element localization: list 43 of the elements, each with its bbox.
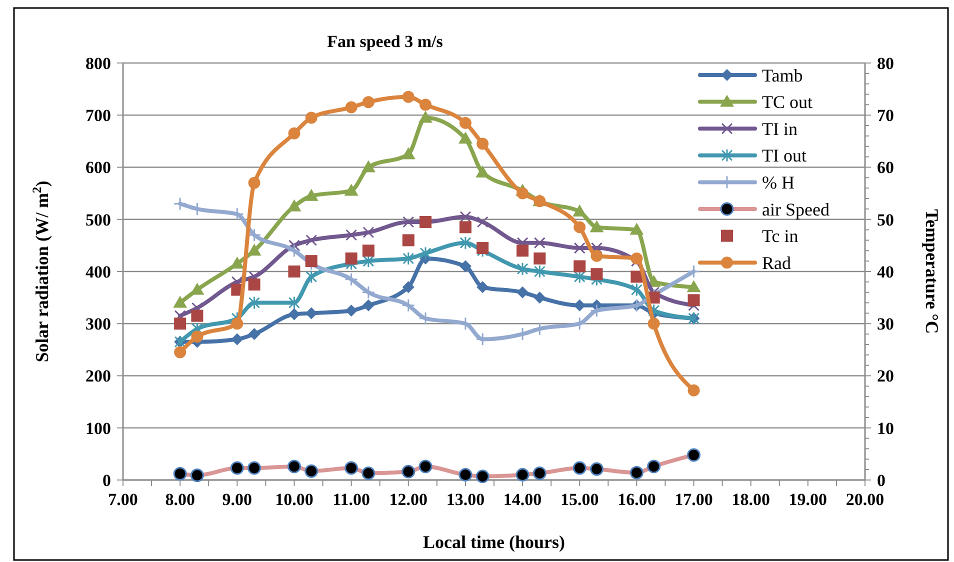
x-axis-title: Local time (hours) xyxy=(423,532,565,552)
y2-tick-label: 0 xyxy=(877,470,886,490)
y-tick-label: 400 xyxy=(86,262,111,282)
chart-title: Fan speed 3 m/s xyxy=(327,32,444,51)
y2-tick-label: 60 xyxy=(877,158,894,178)
x-tick-label: 13.00 xyxy=(446,490,485,509)
legend-label: air Speed xyxy=(762,199,830,220)
y2-tick-label: 50 xyxy=(877,210,894,230)
x-tick-label: 16.00 xyxy=(618,490,656,509)
x-tick-label: 15.00 xyxy=(560,490,599,509)
legend-label: Rad xyxy=(762,252,791,273)
x-tick-label: 18.00 xyxy=(732,490,770,509)
x-tick-label: 19.00 xyxy=(788,490,828,509)
legend-label: TI in xyxy=(762,118,798,139)
y-tick-label: 800 xyxy=(86,54,111,73)
y2-tick-label: 10 xyxy=(877,418,894,438)
y-tick-label: 700 xyxy=(86,106,111,126)
y-tick-label: 100 xyxy=(86,418,111,438)
y-tick-label: 500 xyxy=(86,210,111,230)
y-tick-label: 300 xyxy=(86,314,111,334)
x-tick-label: 9.00 xyxy=(222,490,252,509)
y2-tick-label: 40 xyxy=(877,262,894,282)
y-tick-label: 200 xyxy=(86,366,111,386)
legend-label: % H xyxy=(762,172,794,192)
x-tick-label: 7.00 xyxy=(108,490,138,509)
legend-label: TC out xyxy=(762,92,813,112)
x-tick-label: 12.00 xyxy=(389,490,428,509)
y2-tick-label: 80 xyxy=(877,54,894,73)
y2-tick-label: 30 xyxy=(877,314,894,334)
legend-label: TI out xyxy=(762,146,806,166)
y-tick-label: 600 xyxy=(86,158,111,178)
x-tick-label: 14.00 xyxy=(503,490,542,509)
x-tick-label: 17.00 xyxy=(674,490,713,509)
y-tick-label: 0 xyxy=(102,470,111,490)
y2-tick-label: 20 xyxy=(877,366,894,386)
legend-label: Tc in xyxy=(762,226,798,246)
x-tick-label: 8.00 xyxy=(165,490,195,509)
legend-label: Tamb xyxy=(762,65,803,86)
y2-tick-label: 70 xyxy=(877,106,894,126)
x-tick-label: 10.00 xyxy=(275,490,314,509)
y2-axis-title: Temperature °C xyxy=(922,209,942,334)
x-tick-label: 20.00 xyxy=(846,490,884,509)
x-tick-label: 11.00 xyxy=(332,490,370,509)
